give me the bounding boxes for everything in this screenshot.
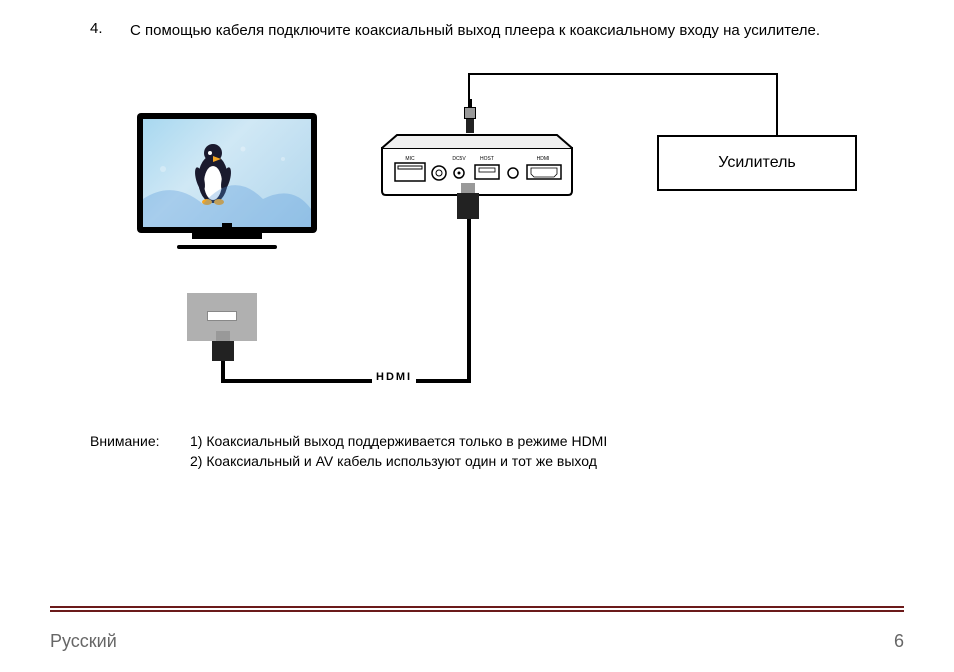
hdmi-label: HDMI [372,371,416,383]
hdmi-plug-player-icon [457,193,479,219]
step-text: С помощью кабеля подключите коаксиальный… [130,20,864,43]
page-footer: Русский 6 [50,631,904,652]
coax-plug-icon [463,99,477,133]
notes-section: Внимание: 1) Коаксиальный выход поддержи… [0,433,954,473]
cable-segment [776,73,778,137]
cable-segment [221,361,225,381]
footer-language: Русский [50,631,117,652]
tv-illustration [137,113,317,263]
water-splash-icon [143,119,311,227]
cable-segment [468,73,778,75]
cable-segment [467,203,471,383]
step-number: 4. [90,20,130,43]
page-number: 6 [894,631,904,652]
note-item: 1) Коаксиальный выход поддерживается тол… [190,433,864,449]
svg-text:MIC: MIC [405,156,415,162]
hdmi-plug-tv-icon [212,341,234,361]
connection-diagram: MIC DC5V HOST HDMI HDMI Усилитель [97,73,857,393]
amplifier-box: Усилитель [657,135,857,191]
cable-segment [221,379,471,383]
notes-label: Внимание: [90,433,190,473]
svg-text:HDMI: HDMI [537,156,550,162]
amplifier-label: Усилитель [718,154,796,172]
note-item: 2) Коаксиальный и AV кабель используют о… [190,453,864,469]
cable-segment [468,73,470,101]
svg-text:HOST: HOST [480,156,494,162]
instruction-step: 4. С помощью кабеля подключите коаксиаль… [90,20,864,43]
svg-text:DC5V: DC5V [452,156,466,162]
footer-divider [50,606,904,612]
